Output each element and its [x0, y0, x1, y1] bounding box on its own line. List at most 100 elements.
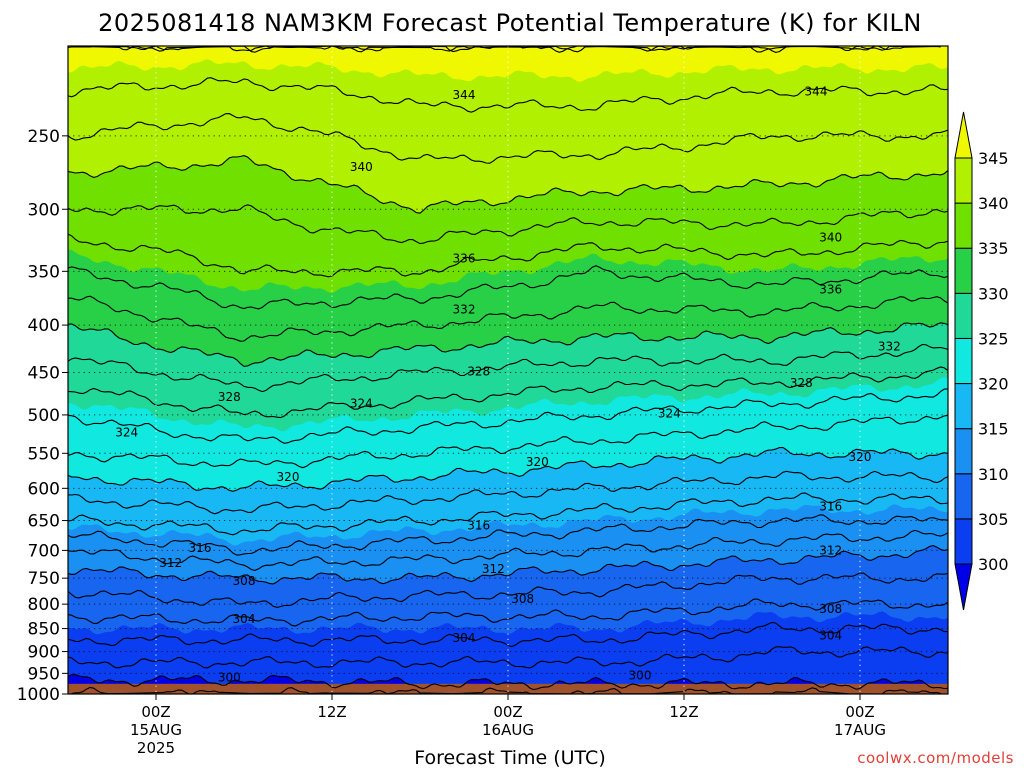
colorbar-tick-label: 330 [978, 284, 1009, 303]
color-bands [68, 46, 948, 695]
contour-330 [67, 322, 949, 367]
x-tick-label: 00Z [845, 703, 874, 721]
y-tick-label: 650 [28, 512, 60, 532]
y-tick-label: 800 [28, 595, 60, 615]
contour-342 [67, 113, 949, 164]
contour-label-316: 316 [467, 518, 490, 532]
contour-label-text: 320 [277, 470, 300, 484]
y-tick-label: 400 [28, 316, 60, 336]
band-below-305 [68, 611, 948, 694]
grid-lines [68, 46, 948, 694]
contour-label-304: 304 [819, 629, 842, 643]
contour-label-344: 344 [805, 85, 828, 99]
x-tick-label: 15AUG [130, 721, 182, 739]
x-axis-label: Forecast Time (UTC) [414, 747, 605, 768]
contour-label-316: 316 [819, 500, 842, 514]
contour-label-text: 340 [819, 231, 842, 245]
contour-label-328: 328 [218, 390, 241, 404]
ground-rect [68, 683, 948, 694]
colorbar-segment-300 [954, 518, 973, 565]
x-tick-label: 16AUG [482, 721, 534, 739]
y-tick-label: 500 [28, 406, 60, 426]
contour-334 [67, 265, 949, 310]
x-tick-label: 00Z [493, 703, 522, 721]
x-tick-label: 12Z [669, 703, 698, 721]
credit-text: coolwx.com/models [857, 749, 1014, 767]
contour-label-text: 304 [453, 631, 476, 645]
contour-label-text: 328 [790, 376, 813, 390]
contour-lines [67, 45, 949, 695]
contour-332 [68, 295, 949, 342]
contour-label-308: 308 [511, 592, 534, 606]
contour-label-312: 312 [159, 556, 182, 570]
contour-328 [67, 343, 949, 393]
contour-348 [71, 45, 923, 53]
y-tick-label: 950 [28, 664, 60, 684]
contour-300 [67, 673, 949, 691]
y-tick-label: 550 [28, 444, 60, 464]
contour-label-text: 336 [819, 282, 842, 296]
contour-308 [67, 572, 949, 608]
contour-label-text: 324 [115, 425, 138, 439]
contour-label-340: 340 [819, 231, 842, 245]
contour-label-text: 344 [805, 85, 828, 99]
colorbar-segment-310 [954, 428, 973, 475]
colorbar-tick-label: 320 [978, 375, 1009, 394]
contour-label-text: 328 [218, 390, 241, 404]
contour-label-324: 324 [115, 425, 138, 439]
contour-label-text: 316 [819, 500, 842, 514]
contour-label-text: 332 [878, 340, 901, 354]
chart-title: 2025081418 NAM3KM Forecast Potential Tem… [98, 9, 922, 37]
y-tick-label: 350 [28, 262, 60, 282]
y-tick-label: 600 [28, 479, 60, 499]
contour-label-text: 332 [453, 303, 476, 317]
contour-318 [67, 470, 949, 515]
contour-label-text: 328 [467, 365, 490, 379]
contour-label-328: 328 [790, 376, 813, 390]
contour-label-304: 304 [453, 631, 476, 645]
colorbar-tick-label: 315 [978, 420, 1009, 439]
contour-label-text: 308 [819, 602, 842, 616]
y-tick-label: 700 [28, 541, 60, 561]
contour-label-text: 344 [453, 88, 476, 102]
contour-label-324: 324 [658, 406, 681, 420]
contour-label-332: 332 [878, 340, 901, 354]
contour-label-text: 320 [849, 450, 872, 464]
contour-label-300: 300 [218, 671, 241, 685]
contour-label-308: 308 [233, 574, 256, 588]
contour-label-336: 336 [453, 251, 476, 265]
contour-label-text: 300 [629, 668, 652, 682]
contour-label-text: 304 [819, 629, 842, 643]
colorbar-top-arrow [954, 111, 973, 159]
ground-below-surface [68, 683, 948, 694]
x-tick-label: 00Z [141, 703, 170, 721]
colorbar-segment-315 [954, 383, 973, 430]
contour-label-text: 308 [233, 574, 256, 588]
colorbar-tick-label: 310 [978, 465, 1009, 484]
colorbar-tick-label: 345 [978, 149, 1009, 168]
contour-label-text: 312 [819, 543, 842, 557]
contour-316 [67, 492, 949, 536]
y-tick-label: 850 [28, 620, 60, 640]
contour-label-text: 316 [189, 541, 212, 555]
contour-label-text: 316 [467, 518, 490, 532]
contour-label-text: 308 [511, 592, 534, 606]
contour-label-320: 320 [277, 470, 300, 484]
contour-336 [67, 233, 949, 278]
colorbar-segment-320 [954, 337, 973, 385]
y-tick-label: 900 [28, 643, 60, 663]
colorbar-segment-330 [954, 247, 973, 294]
contour-label-text: 304 [233, 612, 256, 626]
contour-label-text: 300 [218, 671, 241, 685]
colorbar-bottom-arrow [954, 563, 973, 611]
colorbar-tick-label: 305 [978, 510, 1009, 529]
contour-304 [67, 621, 949, 648]
contour-label-308: 308 [819, 602, 842, 616]
contour-label-320: 320 [849, 450, 872, 464]
colorbar-segment-325 [954, 292, 973, 339]
contour-314 [67, 514, 949, 556]
contour-label-312: 312 [819, 543, 842, 557]
contour-label-328: 328 [467, 365, 490, 379]
contour-label-text: 324 [658, 406, 681, 420]
